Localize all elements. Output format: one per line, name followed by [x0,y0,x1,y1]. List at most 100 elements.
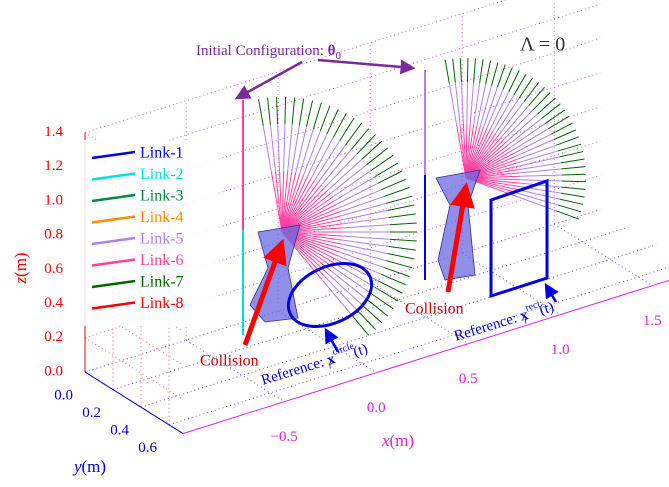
arrow [237,62,302,98]
arm-link [259,99,264,126]
arm-link [343,225,390,228]
arm-link [561,193,585,197]
arm-link [351,129,368,150]
arm-link [519,157,560,166]
arm-link [561,159,585,163]
arm-link [453,59,456,83]
arm-link [541,104,560,119]
axis-unit: (m) [390,431,415,450]
arm-link [334,177,375,201]
arm-link [558,205,581,212]
arm-link [558,144,581,151]
arm-link [320,106,330,131]
arm-link [388,254,414,259]
arm-link [562,181,586,182]
arm-link [445,60,449,84]
arm-link [520,175,562,176]
z-tick-label: 0.0 [44,363,63,379]
z-axis-label: z(m) [11,252,30,284]
annotation: Initial Configuration: θ0 [196,43,342,61]
z-tick-label: 0.8 [44,227,63,243]
y-axis-label: y(m) [72,457,106,476]
grid-line [85,338,183,400]
y-tick-label: 0.6 [138,440,157,456]
legend-label: Link-6 [140,252,184,269]
arm-link [277,97,278,124]
legend-label: Link-3 [140,188,184,205]
axis-unit: (m) [82,457,107,476]
legend-label: Link-2 [140,166,184,183]
annotation: Λ = 0 [520,34,565,56]
arm-link [519,163,560,170]
arm-link [296,127,307,173]
arm-link [324,154,357,188]
annotation: Collision [200,353,259,370]
z-tick-label: 0.2 [44,329,63,345]
arm-link [492,62,498,85]
x-axis-label: x(m) [381,431,414,450]
reference-rect [491,181,547,296]
arm-link [519,78,532,98]
legend-label: Link-1 [140,145,184,162]
z-tick-label: 0.4 [44,295,63,311]
arm-link [562,167,586,169]
arm-link [562,187,586,189]
arm-link [381,179,406,190]
arm-link [346,123,362,145]
arm-link [362,141,382,159]
x-tick-label: 1.0 [551,342,570,358]
arm-link [386,261,412,268]
y-axis [85,372,183,434]
annotation: Reference: xrectr(t) [451,296,556,348]
arm-link [538,98,556,114]
arm-link [367,299,388,316]
arm-link [460,58,461,82]
arrow [318,60,413,68]
x-tick-label: 0.0 [367,400,386,416]
arm-link [263,126,271,173]
arm-link [367,148,388,165]
arm-link [306,101,312,127]
arm-link [520,180,562,181]
x-tick-label: −0.5 [271,429,298,445]
annotation-text: Reference: [259,354,329,389]
axis-unit: (m) [11,252,30,277]
arm-link [384,268,409,277]
arm-link [292,98,295,125]
annotation-text: Initial Configuration: [196,43,328,59]
arm-link [470,82,473,124]
arm-link [467,82,468,124]
arm-link [357,310,376,329]
y-tick-label: 0.4 [110,423,129,439]
z-tick-label: 1.4 [44,124,63,140]
arm-link [390,239,417,241]
z-tick-label: 0.6 [44,261,63,277]
annotation-arg: (t) [352,342,370,361]
annotation: Collision [405,301,464,318]
grid-line [554,224,652,286]
legend-label: Link-5 [140,231,184,248]
arm-link [381,274,406,285]
arm-link [314,141,339,181]
arm-link [449,83,456,124]
z-tick-label: 1.0 [44,192,63,208]
arm-link [327,273,362,305]
arm-link [285,97,286,124]
arm-link [560,152,583,157]
arm-link [560,199,583,204]
arm-link [529,87,545,105]
arm-link [533,92,550,109]
arm-link [389,246,416,250]
arm-link [299,99,303,126]
arm-link [362,305,382,323]
arm-link [327,109,338,134]
legend: Link-1Link-2Link-3Link-4Link-5Link-6Link… [84,140,219,326]
arm-link [556,211,579,219]
arm-link [562,174,586,175]
z-tick-label: 1.2 [44,158,63,174]
arm-link [455,83,460,125]
annotation-symbol: θ [328,43,336,59]
arm-link [389,214,416,218]
x-tick-label: 0.5 [459,371,478,387]
arm-link [288,124,292,171]
